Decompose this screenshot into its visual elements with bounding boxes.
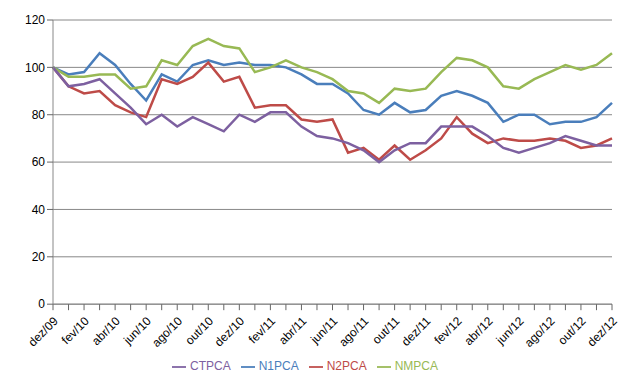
html-text:NMPCA: NMPCA [394, 359, 438, 374]
html-text:N1PCA: N1PCA [258, 359, 299, 374]
svg-text:fev/12: fev/12 [431, 314, 464, 347]
svg-text:60: 60 [32, 155, 46, 169]
svg-text:out/12: out/12 [555, 314, 589, 348]
html-text:CTPCA: CTPCA [190, 359, 231, 374]
svg-text:ago/11: ago/11 [336, 314, 371, 349]
svg-text:fev/10: fev/10 [59, 314, 92, 347]
svg-text:abr/11: abr/11 [276, 314, 310, 348]
svg-text:dez/12: dez/12 [584, 314, 620, 350]
svg-text:0: 0 [38, 297, 45, 311]
html-text:N2PCA: N2PCA [326, 359, 367, 374]
svg-text:ago/10: ago/10 [149, 314, 185, 350]
svg-text:abr/10: abr/10 [89, 314, 123, 348]
svg-text:jun/11: jun/11 [307, 314, 340, 347]
svg-text:jun/10: jun/10 [120, 314, 154, 348]
svg-text:dez/09: dez/09 [25, 314, 61, 350]
svg-text:dez/11: dez/11 [399, 314, 434, 349]
svg-text:ago/12: ago/12 [522, 314, 558, 350]
svg-text:120: 120 [25, 13, 45, 27]
svg-text:jun/12: jun/12 [493, 314, 527, 348]
svg-text:out/11: out/11 [370, 314, 403, 347]
svg-text:dez/10: dez/10 [212, 314, 248, 350]
svg-text:20: 20 [32, 250, 46, 264]
svg-text:fev/11: fev/11 [246, 314, 279, 347]
svg-text:40: 40 [32, 203, 46, 217]
svg-text:out/10: out/10 [183, 314, 217, 348]
svg-text:80: 80 [32, 108, 46, 122]
svg-text:100: 100 [25, 61, 45, 75]
svg-text:abr/12: abr/12 [462, 314, 496, 348]
